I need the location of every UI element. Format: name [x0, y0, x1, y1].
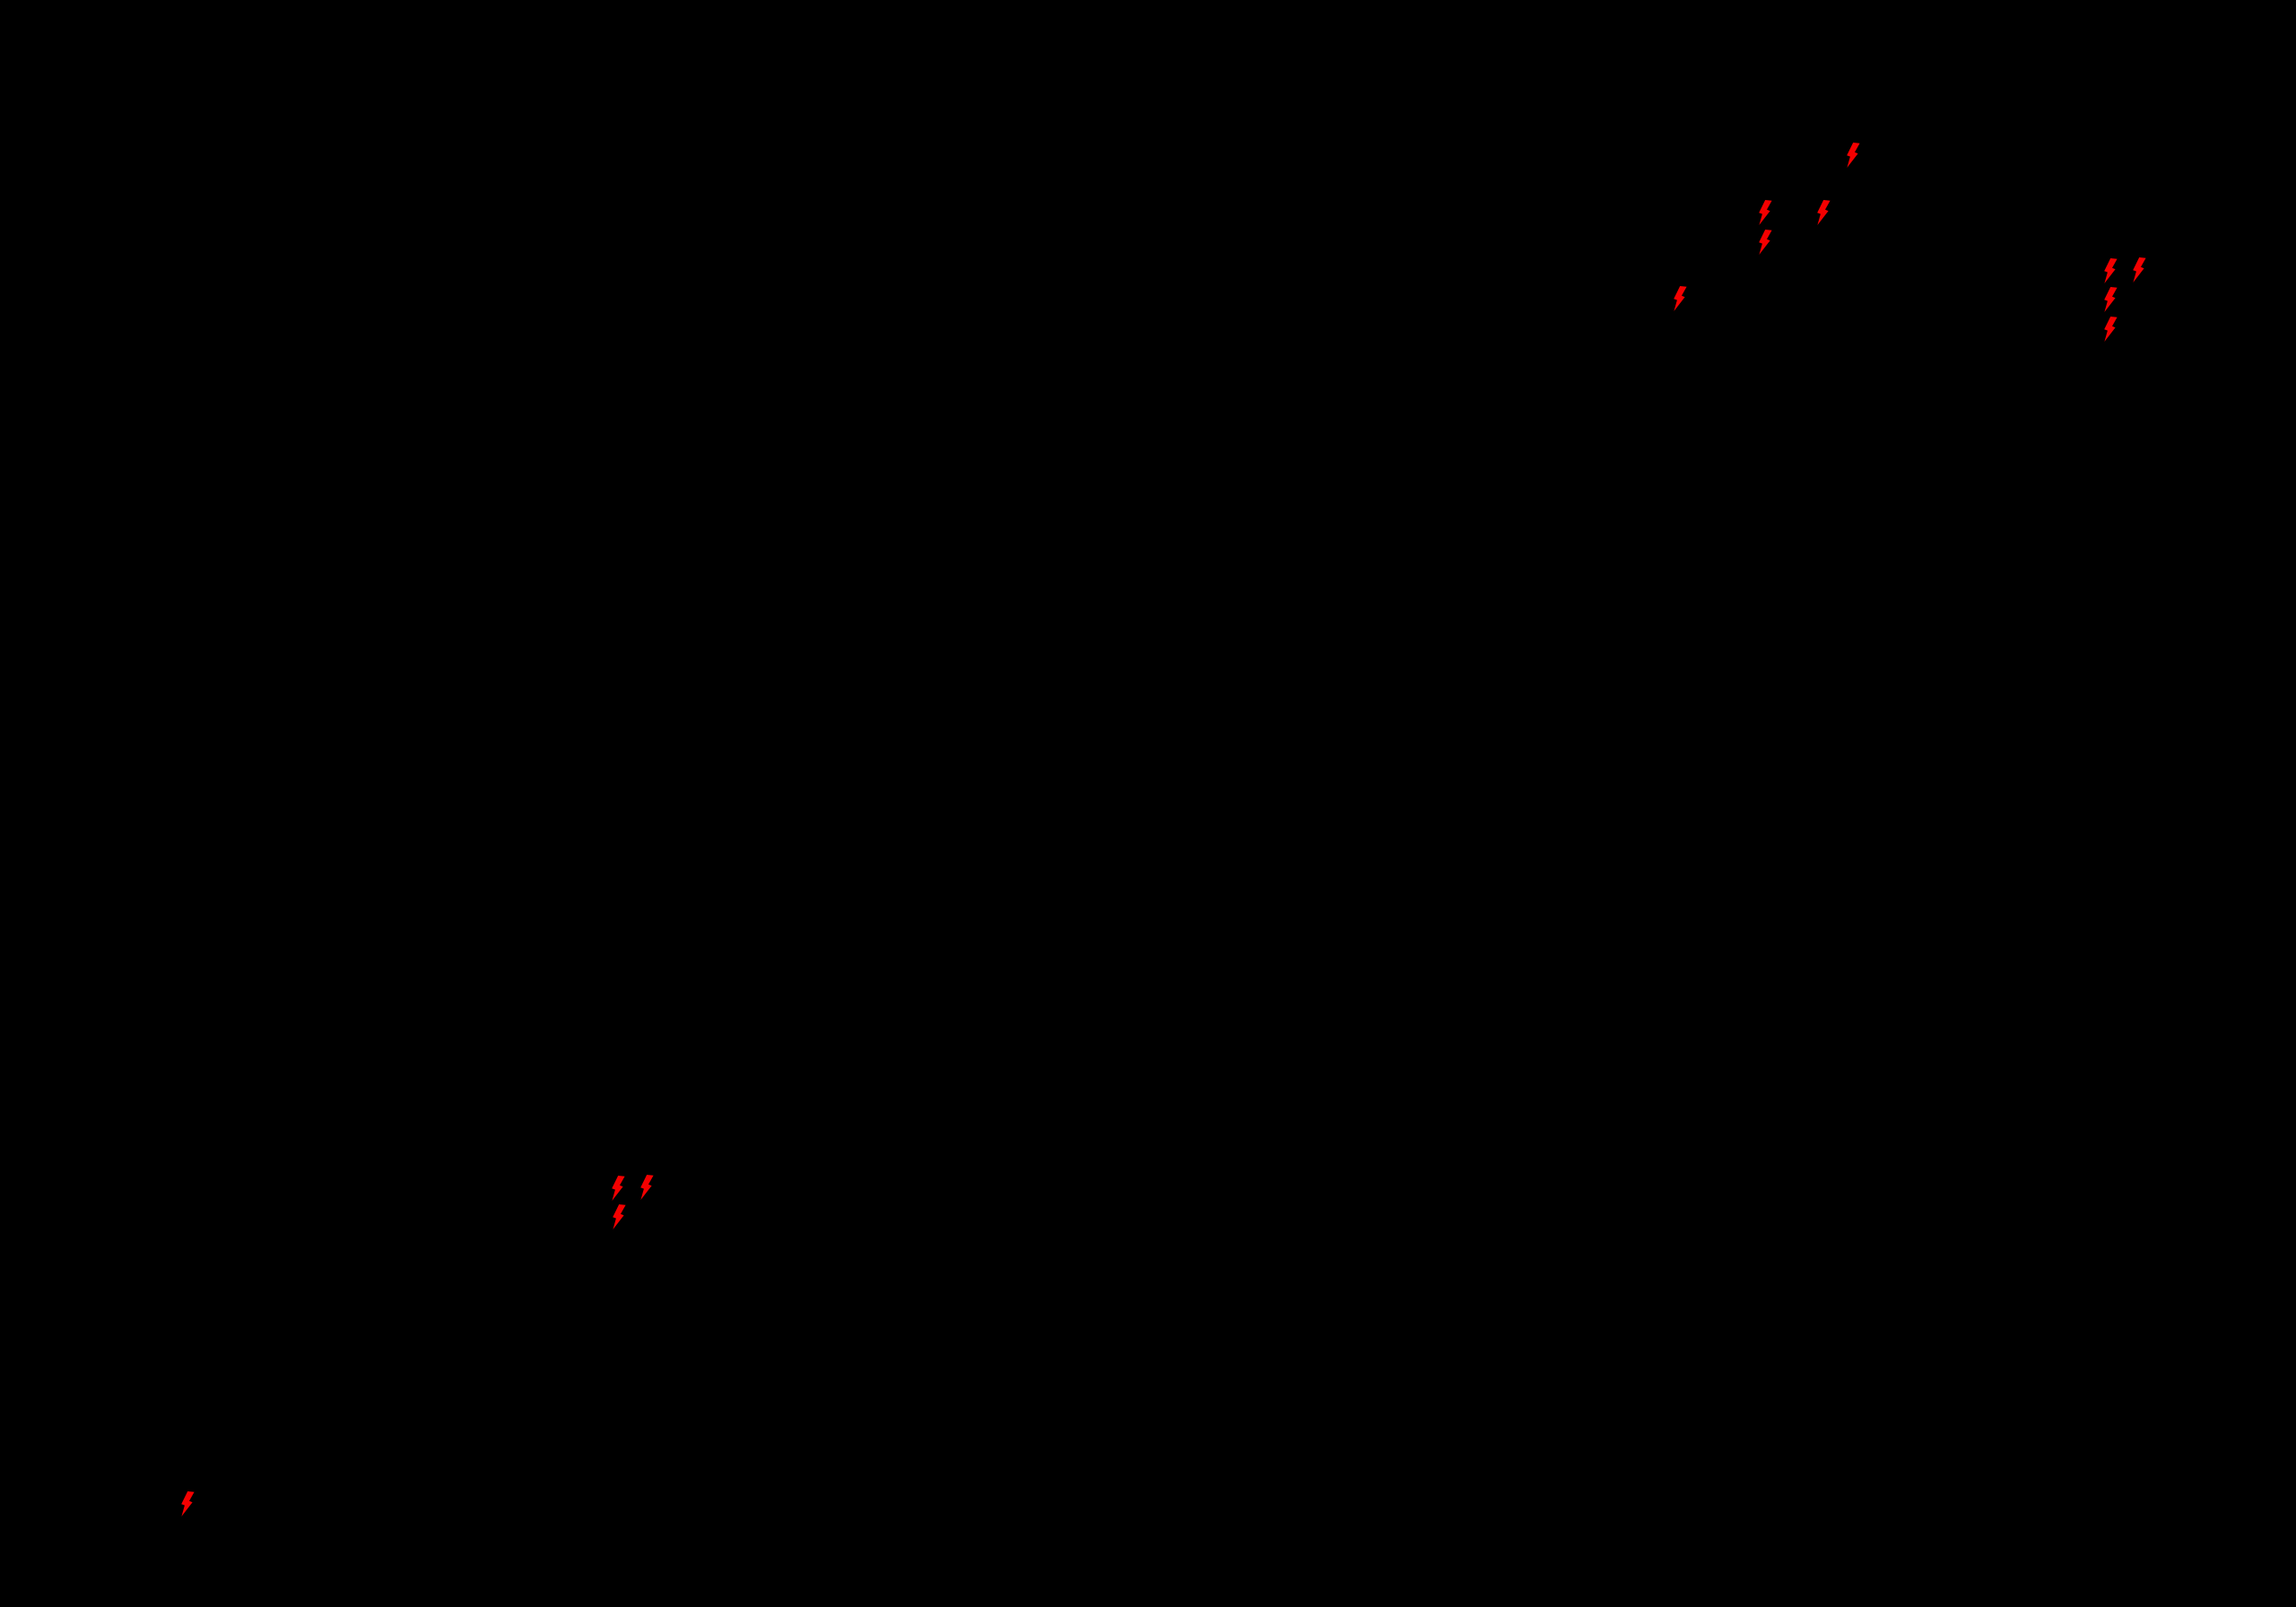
- lightning-strike-marker: [608, 1176, 626, 1201]
- lightning-bolt-icon: [1759, 230, 1772, 255]
- lightning-bolt-icon: [2104, 317, 2118, 342]
- lightning-strike-marker: [609, 1204, 627, 1229]
- lightning-bolt-icon: [181, 1491, 195, 1516]
- lightning-strike-marker: [178, 1491, 196, 1516]
- lightning-bolt-icon: [613, 1204, 626, 1229]
- lightning-bolt-icon: [2104, 258, 2118, 283]
- lightning-strike-marker: [2100, 258, 2118, 283]
- lightning-strike-marker: [1755, 200, 1773, 225]
- lightning-bolt-icon: [1759, 200, 1772, 225]
- lightning-bolt-icon: [2133, 257, 2146, 282]
- lightning-bolt-icon: [612, 1176, 625, 1201]
- lightning-strike-marker: [2129, 257, 2147, 282]
- lightning-strike-marker: [1670, 286, 1688, 311]
- lightning-strike-marker: [1843, 143, 1861, 168]
- lightning-strike-marker: [637, 1175, 655, 1200]
- lightning-strike-marker: [1755, 230, 1773, 255]
- lightning-bolt-icon: [1674, 286, 1687, 311]
- lightning-bolt-icon: [640, 1175, 654, 1200]
- lightning-strike-marker: [1813, 200, 1831, 225]
- lightning-strike-marker: [2100, 317, 2118, 342]
- lightning-bolt-icon: [1847, 143, 1860, 168]
- lightning-bolt-icon: [1817, 200, 1831, 225]
- lightning-bolt-icon: [2104, 287, 2118, 312]
- lightning-strike-marker: [2100, 287, 2118, 312]
